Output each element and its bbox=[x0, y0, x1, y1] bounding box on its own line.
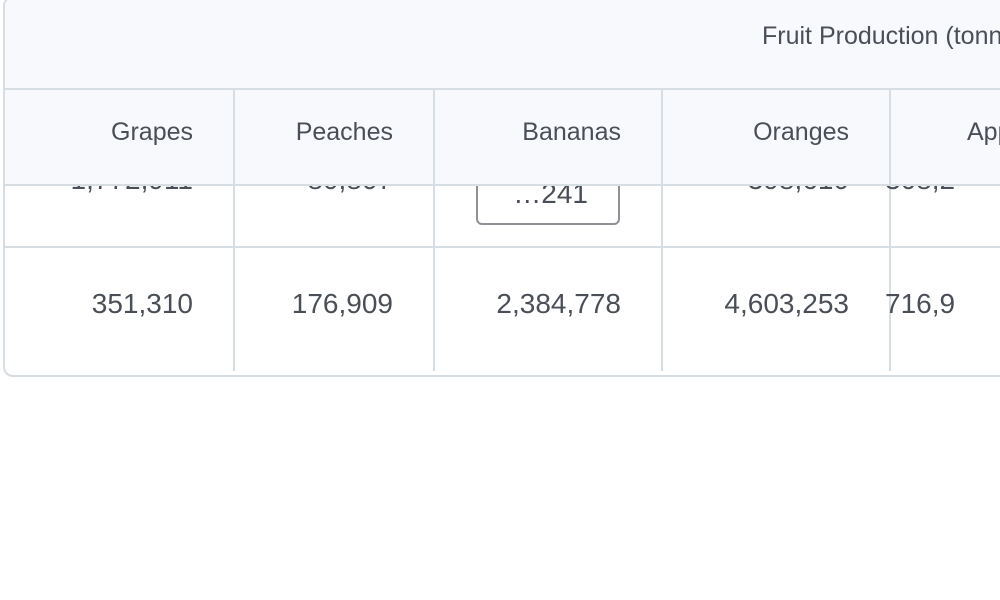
data-table: 1,772,911 80,807 398,610 308,2 351,310 1… bbox=[3, 0, 1000, 377]
column-header-label: Apples bbox=[967, 118, 1000, 146]
column-header-peaches[interactable]: Peaches bbox=[235, 90, 435, 184]
cell-grapes[interactable]: 351,310 bbox=[5, 248, 235, 371]
cell-value: 176,909 bbox=[291, 288, 393, 319]
column-group-title: Fruit Production (tonnes) bbox=[762, 22, 1000, 50]
cell-value: 2,384,778 bbox=[496, 288, 621, 319]
cell-bananas[interactable]: 2,384,778 bbox=[435, 248, 663, 371]
column-header-label: Grapes bbox=[111, 118, 193, 146]
cell-peaches[interactable]: 176,909 bbox=[235, 248, 435, 371]
cell-value: 716,9 bbox=[885, 288, 956, 319]
column-header-oranges[interactable]: Oranges bbox=[663, 90, 891, 184]
cell-value: 4,603,253 bbox=[724, 288, 849, 319]
table-row: 351,310 176,909 2,384,778 4,603,253 716,… bbox=[5, 248, 1000, 371]
column-header-apples[interactable]: Apples bbox=[891, 90, 1000, 184]
column-header-grapes[interactable]: Grapes bbox=[5, 90, 235, 184]
column-header-label: Peaches bbox=[295, 118, 393, 146]
table-header: Fruit Production (tonnes) Grapes Peaches… bbox=[5, 0, 1000, 186]
column-header-bananas[interactable]: Bananas bbox=[435, 90, 663, 184]
column-headers: Grapes Peaches Bananas Oranges Apples bbox=[5, 90, 1000, 186]
cell-apples[interactable]: 716,9 bbox=[885, 248, 1000, 371]
cell-oranges[interactable]: 4,603,253 bbox=[663, 248, 891, 371]
cell-value: 351,310 bbox=[91, 288, 193, 319]
column-group-header: Fruit Production (tonnes) bbox=[5, 0, 1000, 90]
column-header-label: Oranges bbox=[753, 118, 849, 146]
column-header-label: Bananas bbox=[522, 118, 621, 146]
